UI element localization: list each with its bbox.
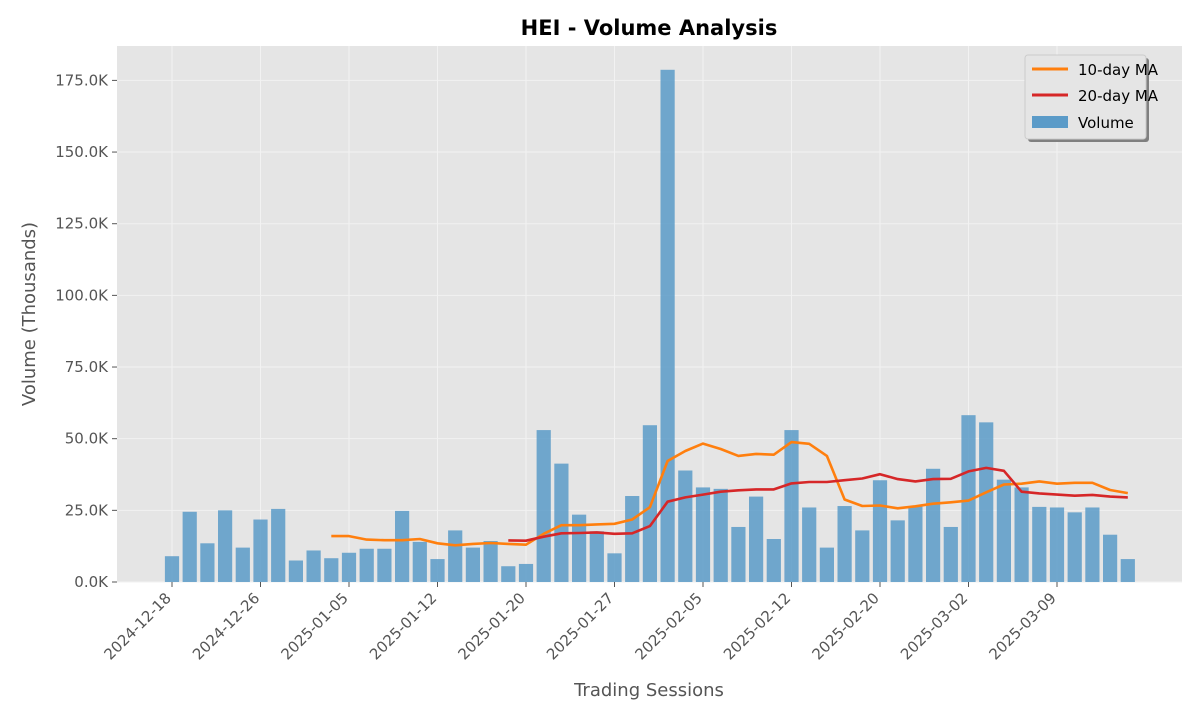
volume-bar [324, 558, 339, 582]
volume-bar [1014, 487, 1029, 582]
volume-bar [819, 547, 834, 582]
volume-bar [359, 548, 374, 582]
volume-bar [996, 479, 1011, 582]
volume-bar [483, 541, 498, 582]
volume-bar [589, 531, 604, 582]
x-tick-label: 2024-12-18 [100, 589, 174, 663]
x-tick-label: 2025-01-05 [277, 589, 351, 663]
volume-bar [749, 496, 764, 582]
volume-bar [802, 507, 817, 582]
volume-bar [908, 506, 923, 582]
x-axis-label: Trading Sessions [573, 680, 724, 701]
volume-bar [253, 519, 268, 582]
chart-title: HEI - Volume Analysis [521, 16, 778, 40]
volume-bar [625, 496, 640, 582]
y-tick-label: 150.0K [55, 143, 109, 161]
20-day-ma-line [508, 466, 1128, 543]
volume-bar [961, 415, 976, 582]
volume-bar [731, 526, 746, 582]
x-tick-label: 2025-03-02 [897, 589, 971, 663]
volume-bar [448, 530, 463, 582]
legend-label-volume: Volume [1078, 114, 1134, 132]
volume-bar [465, 547, 480, 582]
x-tick-label: 2025-03-09 [985, 589, 1059, 663]
volume-bar [235, 547, 250, 582]
y-tick-label: 100.0K [55, 286, 109, 304]
y-tick-label: 125.0K [55, 215, 109, 233]
y-axis-label: Volume (Thousands) [19, 222, 40, 406]
x-axis-ticks: 2024-12-18 2024-12-26 2025-01-05 2025-01-12… [100, 582, 1060, 663]
y-axis-ticks: 0.0K 25.0K 50.0K 75.0K 100.0K 125.0K 150.0K 175… [55, 71, 117, 591]
volume-bar [536, 430, 551, 582]
volume-bar [182, 511, 197, 582]
volume-bar [872, 480, 888, 582]
volume-bar [200, 543, 215, 582]
x-tick-label: 2025-02-05 [631, 589, 705, 663]
legend-label-10-day-ma: 10-day MA [1078, 61, 1159, 79]
y-tick-label: 175.0K [55, 71, 109, 89]
volume-bar [395, 510, 410, 582]
volume-bar [766, 539, 781, 582]
x-tick-label: 2025-01-27 [543, 589, 617, 663]
volume-bar [837, 506, 852, 582]
volume-bar [271, 508, 286, 582]
10-day-ma-line [331, 440, 1129, 547]
volume-bar [607, 553, 622, 582]
volume-bar [412, 541, 427, 582]
volume-bar [890, 520, 905, 582]
volume-bars [164, 69, 1135, 582]
volume-bar [1103, 534, 1118, 582]
legend: 10-day MA 20-day MA Volume [1024, 54, 1159, 142]
volume-bar [430, 559, 445, 582]
volume-bar [943, 526, 958, 582]
volume-bar [1049, 507, 1065, 582]
volume-bar [306, 550, 321, 582]
x-tick-label: 2025-01-12 [366, 589, 440, 663]
volume-bar [518, 563, 534, 582]
volume-bar [784, 430, 799, 582]
volume-bar [572, 514, 587, 582]
x-tick-label: 2025-01-20 [454, 589, 528, 663]
volume-bar [218, 510, 233, 582]
y-tick-label: 75.0K [65, 358, 109, 376]
x-tick-label: 2024-12-26 [189, 589, 263, 663]
x-tick-label: 2025-02-12 [720, 589, 794, 663]
volume-bar [288, 560, 303, 582]
moving-average-lines [331, 440, 1129, 547]
y-tick-label: 0.0K [74, 573, 109, 591]
volume-bar [554, 463, 569, 582]
volume-bar [660, 69, 675, 582]
volume-bar [341, 552, 357, 582]
legend-label-20-day-ma: 20-day MA [1078, 87, 1159, 105]
y-tick-label: 50.0K [65, 430, 109, 448]
volume-bar [1085, 507, 1100, 582]
volume-bar [1032, 506, 1047, 582]
volume-bar [377, 548, 392, 582]
volume-bar [713, 488, 728, 582]
volume-bar [164, 556, 180, 582]
volume-bar [926, 468, 941, 582]
y-tick-label: 25.0K [65, 501, 109, 519]
volume-bar [1120, 559, 1135, 582]
volume-bar [979, 422, 994, 582]
volume-bar [501, 566, 516, 582]
volume-bar [855, 530, 870, 582]
x-tick-label: 2025-02-20 [808, 589, 882, 663]
volume-bar [678, 470, 693, 582]
volume-bar [695, 487, 711, 582]
legend-swatch-volume [1032, 116, 1068, 128]
volume-bar [1067, 512, 1082, 582]
